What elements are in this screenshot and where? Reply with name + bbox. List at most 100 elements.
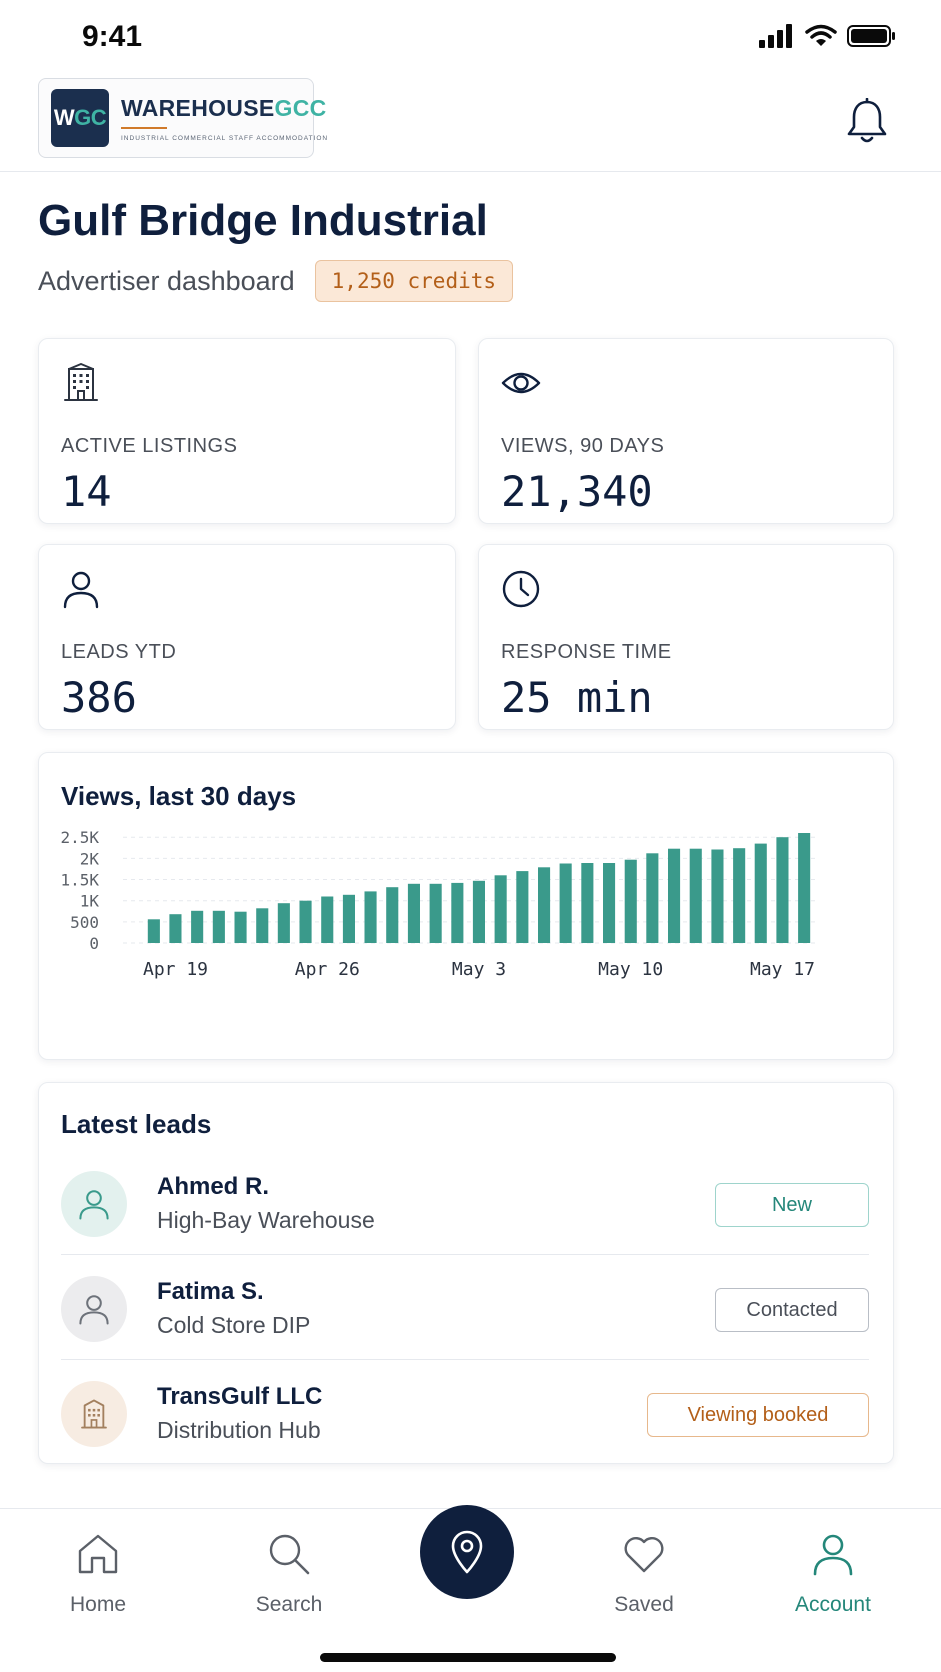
chart-bar[interactable] (386, 887, 399, 943)
nav-label: Search (255, 1593, 323, 1616)
chart-bar[interactable] (754, 843, 767, 943)
map-fab-button[interactable] (420, 1505, 514, 1599)
chart-bar[interactable] (299, 900, 312, 943)
lead-row[interactable]: Ahmed R. High-Bay Warehouse New (61, 1151, 869, 1255)
x-tick-label: Apr 26 (295, 959, 360, 980)
status-icons (759, 24, 897, 48)
y-tick-label: 1.5K (60, 871, 99, 890)
page-title: Gulf Bridge Industrial (38, 196, 488, 245)
building-icon (64, 363, 98, 401)
user-icon (63, 571, 99, 609)
chart-bar[interactable] (559, 863, 572, 944)
latest-leads-card: Latest leads Ahmed R. High-Bay Warehouse… (38, 1082, 894, 1464)
y-tick-label: 1K (80, 892, 100, 911)
chart-bar[interactable] (538, 867, 551, 943)
chart-title: Views, last 30 days (61, 781, 297, 811)
notification-bell-icon[interactable] (845, 98, 889, 146)
x-tick-label: Apr 19 (143, 959, 208, 980)
x-tick-label: May 3 (452, 959, 506, 980)
chart-bar[interactable] (169, 914, 182, 943)
avatar (61, 1276, 127, 1342)
logo-mark: W GC (51, 89, 109, 147)
chart-bar[interactable] (776, 837, 789, 943)
status-time: 9:41 (82, 20, 143, 53)
stat-value: 386 (61, 673, 137, 722)
clock-icon (502, 570, 540, 608)
chart-bar[interactable] (733, 848, 746, 943)
chart-bar[interactable] (689, 848, 702, 943)
stat-card-leads-ytd[interactable]: LEADS YTD 386 (38, 544, 456, 730)
chart-bar[interactable] (212, 910, 225, 943)
chart-bar[interactable] (668, 848, 681, 943)
heart-icon (624, 1537, 664, 1573)
search-icon (269, 1534, 310, 1575)
nav-label: Saved (614, 1593, 674, 1616)
stat-card-views-90-days[interactable]: VIEWS, 90 DAYS 21,340 (478, 338, 894, 524)
lead-name: TransGulf LLC (157, 1383, 323, 1410)
leads-title: Latest leads (61, 1109, 212, 1139)
y-tick-label: 0 (89, 934, 99, 953)
wifi-icon (805, 24, 837, 46)
nav-home[interactable]: Home (28, 1531, 168, 1617)
stat-value: 14 (61, 467, 112, 516)
logo[interactable]: W GC WAREHOUSEGCC INDUSTRIAL COMMERCIAL S… (38, 78, 327, 158)
chart-bar[interactable] (407, 883, 420, 943)
views-bar-chart: 0 500 1K 1.5K 2K 2.5K Apr 19 Apr 26 May 3 May 10 M… (60, 828, 815, 980)
user-icon (79, 1295, 109, 1325)
stat-label: ACTIVE LISTINGS (61, 435, 238, 457)
map-pin-icon (451, 1530, 483, 1574)
chart-bar[interactable] (342, 894, 355, 943)
bottom-nav: Home Search Saved Account (0, 1505, 941, 1672)
chart-bar[interactable] (321, 896, 334, 944)
chart-bar[interactable] (147, 919, 160, 943)
battery-icon (847, 25, 895, 47)
chart-bar[interactable] (472, 880, 485, 943)
nav-account[interactable]: Account (763, 1531, 903, 1617)
app-header: W GC WAREHOUSEGCC INDUSTRIAL COMMERCIAL S… (0, 76, 941, 172)
x-tick-label: May 10 (598, 959, 663, 980)
chart-bar[interactable] (711, 849, 724, 944)
chart-bar[interactable] (646, 853, 659, 943)
avatar (61, 1381, 127, 1447)
chart-bar[interactable] (516, 871, 529, 943)
home-indicator (320, 1653, 616, 1662)
chart-bar[interactable] (494, 875, 507, 943)
stat-value: 21,340 (501, 467, 653, 516)
status-badge[interactable]: New (715, 1183, 869, 1227)
home-icon (78, 1534, 118, 1574)
chart-bar[interactable] (429, 883, 442, 943)
cellular-signal-icon (759, 24, 792, 48)
lead-row[interactable]: TransGulf LLC Distribution Hub Viewing b… (61, 1361, 869, 1465)
chart-bar[interactable] (798, 833, 811, 943)
nav-search[interactable]: Search (219, 1531, 359, 1617)
logo-tagline: INDUSTRIAL COMMERCIAL STAFF ACCOMMODATIO… (121, 135, 329, 142)
logo-rule (121, 127, 167, 129)
status-bar: 9:41 (0, 0, 941, 76)
chart-bar[interactable] (603, 863, 616, 943)
credits-badge[interactable]: 1,250 credits (314, 260, 514, 302)
stat-card-response-time[interactable]: RESPONSE TIME 25 min (478, 544, 894, 730)
y-tick-label: 2K (80, 849, 100, 868)
avatar (61, 1171, 127, 1237)
page-subtitle: Advertiser dashboard (38, 265, 295, 296)
chart-bar[interactable] (191, 910, 204, 943)
stat-label: LEADS YTD (61, 641, 177, 663)
stat-card-active-listings[interactable]: ACTIVE LISTINGS 14 (38, 338, 456, 524)
chart-bar[interactable] (234, 911, 247, 943)
views-chart-card: Views, last 30 days 0 500 1K 1.5K 2K 2.5K Apr … (38, 752, 894, 1060)
nav-saved[interactable]: Saved (574, 1531, 714, 1617)
chart-bar[interactable] (624, 859, 637, 943)
chart-bar[interactable] (256, 908, 269, 943)
chart-bar[interactable] (364, 891, 377, 943)
lead-name: Fatima S. (157, 1278, 264, 1305)
chart-bar[interactable] (581, 863, 594, 943)
chart-bar[interactable] (451, 882, 464, 943)
logo-wordmark: WAREHOUSEGCC (121, 95, 327, 121)
status-badge[interactable]: Contacted (715, 1288, 869, 1332)
chart-bar[interactable] (277, 903, 290, 943)
nav-label: Account (795, 1593, 871, 1616)
status-badge[interactable]: Viewing booked (647, 1393, 869, 1437)
user-icon (813, 1534, 853, 1576)
subtitle-row: Advertiser dashboard 1,250 credits (38, 260, 514, 302)
lead-row[interactable]: Fatima S. Cold Store DIP Contacted (61, 1256, 869, 1360)
